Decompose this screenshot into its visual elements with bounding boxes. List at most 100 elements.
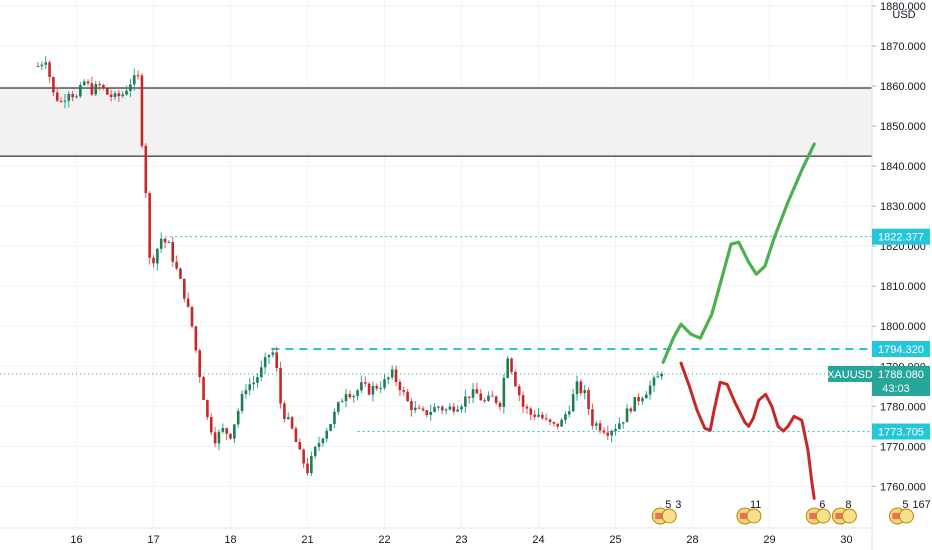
candle-body <box>213 432 217 444</box>
price-tick-label: 1780.000 <box>880 401 926 413</box>
candle-body <box>556 423 560 427</box>
candle-body <box>317 443 321 447</box>
time-tick-label: 16 <box>70 534 82 546</box>
candle-body <box>267 354 271 358</box>
resistance-zone <box>0 87 872 157</box>
candle-body <box>221 428 225 432</box>
candle-body <box>152 257 155 264</box>
candle-body <box>306 463 309 474</box>
candle-body <box>417 407 421 409</box>
current-price-tag-label: 1788.080 <box>878 369 924 381</box>
flag-stripes-icon <box>835 513 846 519</box>
event-count-label: 3 <box>675 499 681 511</box>
level-price-tag-label: 1794.320 <box>878 344 924 356</box>
candle-body <box>240 394 244 411</box>
event-count-label: 5 <box>902 499 908 511</box>
candle-body <box>159 238 163 249</box>
candle-body <box>67 94 71 101</box>
candle-body <box>36 66 40 68</box>
economic-event-marker[interactable]: 11 <box>736 499 762 525</box>
candle-body <box>421 408 425 411</box>
grid-lines <box>0 0 872 528</box>
candle-body <box>440 406 444 411</box>
candle-body <box>494 396 498 403</box>
price-tick-label: 1770.000 <box>880 441 926 453</box>
price-tick-label: 1880.000 <box>880 1 926 13</box>
candle-body <box>618 423 621 430</box>
candle-body <box>521 395 525 407</box>
candle-body <box>363 382 367 384</box>
emoji-icon <box>841 508 857 524</box>
event-count-label: 167 <box>912 499 930 511</box>
event-markers[interactable]: 5 3 11 6 8 5 167 <box>651 499 931 525</box>
flag-stripes-icon <box>892 513 903 519</box>
candle-body <box>55 92 59 101</box>
emoji-icon <box>815 508 831 524</box>
candle-body <box>610 430 613 436</box>
candle-body <box>140 75 144 146</box>
candle-body <box>471 389 475 398</box>
candle-body <box>106 88 109 95</box>
candle-body <box>537 414 540 417</box>
bullish-projection-path <box>661 142 816 364</box>
candle-body <box>329 424 332 431</box>
candle-body <box>252 382 255 385</box>
candle-body <box>244 390 248 395</box>
candle-body <box>260 367 263 378</box>
candle-body <box>641 398 644 402</box>
candle-body <box>302 449 305 464</box>
candle-body <box>229 433 232 439</box>
candle-body <box>129 84 132 91</box>
candle-body <box>163 238 167 243</box>
economic-event-marker[interactable]: 8 <box>831 499 857 525</box>
economic-event-marker[interactable]: 5 167 <box>888 499 931 525</box>
candle-body <box>464 396 467 407</box>
candle-body <box>82 81 86 86</box>
candle-body <box>444 409 448 411</box>
candle-body <box>448 406 452 410</box>
candle-body <box>156 248 159 264</box>
candle-body <box>394 369 398 382</box>
flag-stripes-icon <box>739 513 750 519</box>
level-price-tag-label: 1773.705 <box>878 426 924 438</box>
candle-body <box>71 94 74 98</box>
resistance-zone-fill <box>0 88 872 157</box>
candle-body <box>233 424 236 439</box>
candle-body <box>209 417 213 433</box>
candle-body <box>117 93 121 97</box>
price-tags: 1822.377 1794.320 1773.705 XAUUSD 1788.080 43… <box>827 228 930 440</box>
candle-body <box>506 358 509 378</box>
candle-body <box>171 242 175 262</box>
candle-body <box>144 145 148 194</box>
candle-body <box>59 100 63 102</box>
price-axis[interactable]: 1760.0001770.0001780.0001790.0001800.000… <box>871 0 926 550</box>
candle-body <box>202 377 205 401</box>
price-tick-label: 1830.000 <box>880 201 926 213</box>
price-tick-label: 1850.000 <box>880 121 926 133</box>
candle-body <box>498 402 502 407</box>
candle-body <box>236 410 240 425</box>
candle-body <box>460 406 463 410</box>
candle-body <box>217 431 221 444</box>
candle-body <box>633 397 637 412</box>
candle-body <box>102 84 105 89</box>
candle-body <box>541 414 544 419</box>
candle-body <box>148 193 151 258</box>
candle-body <box>63 100 67 102</box>
price-tick-label: 1760.000 <box>880 481 926 493</box>
candle-body <box>371 385 375 395</box>
candle-body <box>183 278 186 299</box>
emoji-icon <box>898 508 914 524</box>
candle-body <box>94 84 98 95</box>
candle-body <box>437 406 440 408</box>
candle-body <box>406 391 409 402</box>
candle-body <box>491 395 494 397</box>
level-price-tag-label: 1822.377 <box>878 232 924 244</box>
time-tick-label: 18 <box>224 534 236 546</box>
time-tick-label: 29 <box>763 534 775 546</box>
economic-event-marker[interactable]: 6 <box>805 499 831 525</box>
time-axis[interactable]: 16 17 18 21 22 23 24 25 28 29 30 <box>0 527 872 546</box>
candle-body <box>398 381 402 391</box>
